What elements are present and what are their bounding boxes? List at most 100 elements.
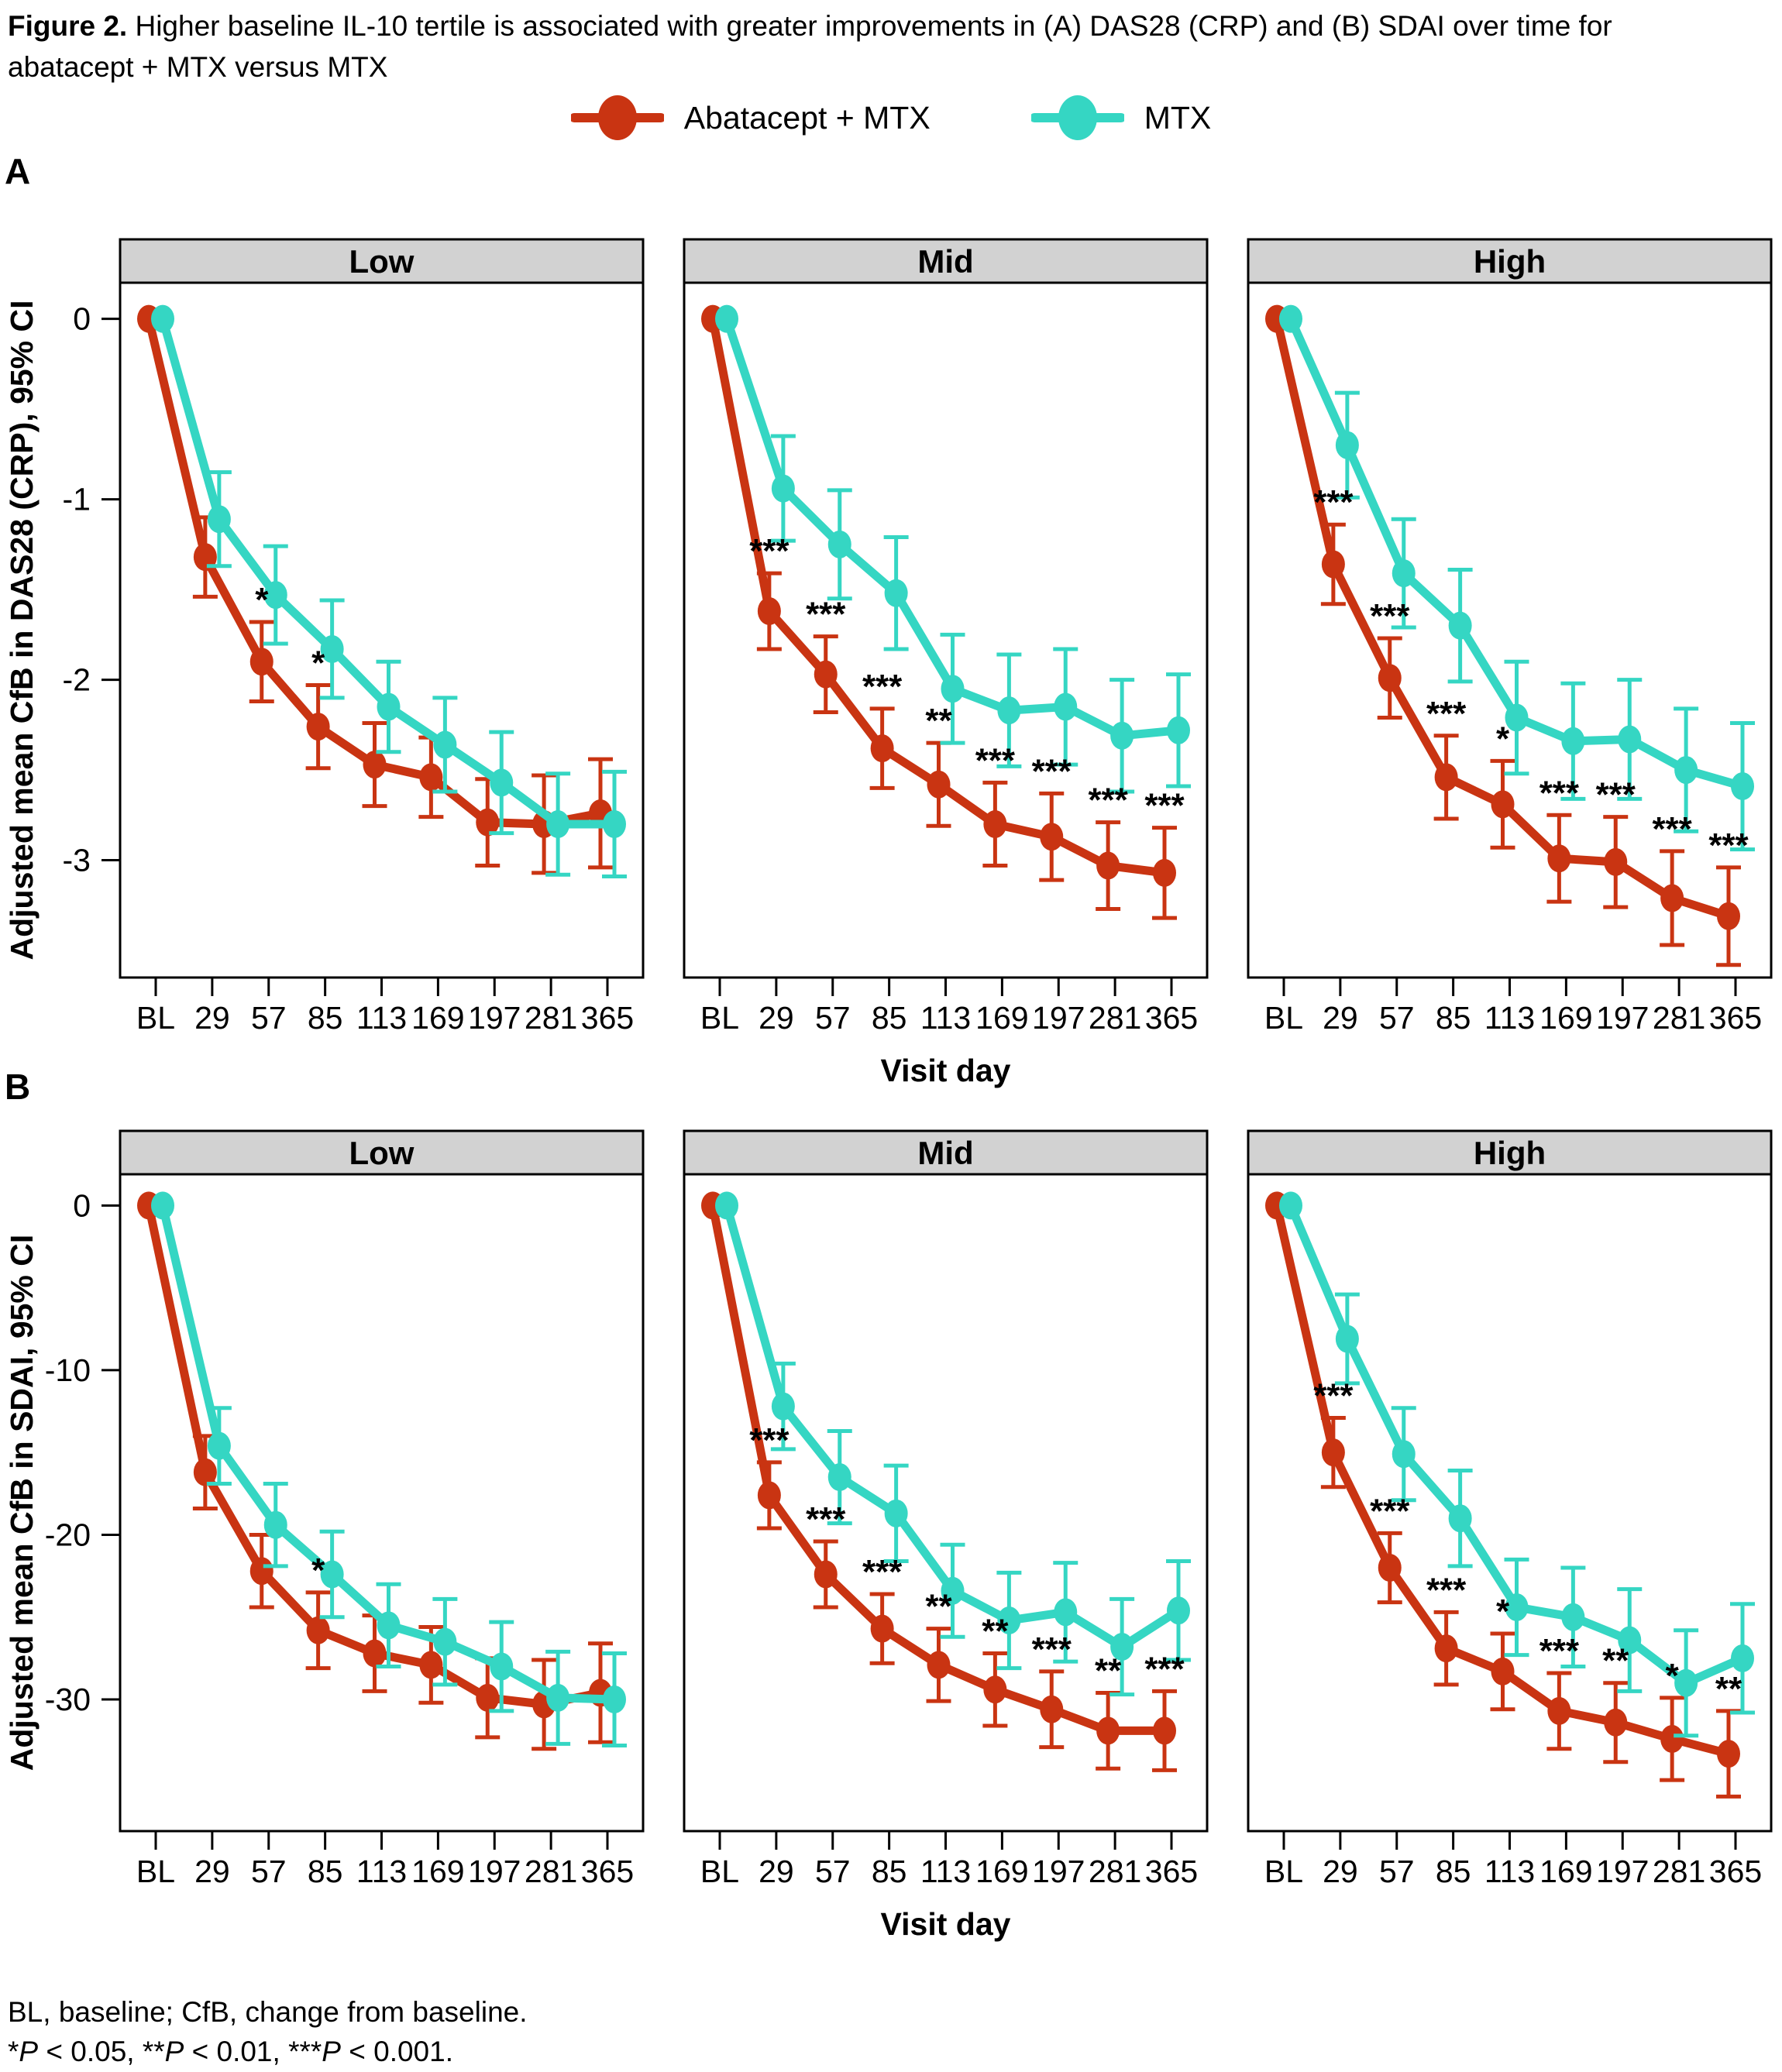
significance-marker: *** — [749, 1421, 790, 1459]
abatacept-mtx-series — [1265, 1191, 1741, 1799]
x-tick-label: 197 — [1596, 1854, 1649, 1889]
abatacept-mtx-point — [1040, 823, 1064, 851]
mtx-point — [433, 730, 457, 759]
mtx-series — [1279, 304, 1755, 852]
abatacept-mtx-point — [870, 1614, 894, 1643]
mtx-point — [1561, 1603, 1585, 1631]
x-tick-label: 197 — [1596, 1000, 1649, 1036]
abatacept-mtx-point — [757, 597, 781, 626]
significance-marker: *** — [1426, 1571, 1467, 1609]
significance-marker: * — [1496, 720, 1510, 758]
abatacept-mtx-point — [814, 660, 838, 689]
mtx-point — [546, 1683, 570, 1712]
x-tick-label: 29 — [759, 1000, 794, 1036]
legend-label-abatacept-mtx: Abatacept + MTX — [683, 99, 931, 136]
mtx-point — [1674, 1668, 1698, 1697]
x-tick-label: 85 — [872, 1854, 907, 1889]
significance-marker: *** — [1596, 776, 1636, 814]
x-tick-label: 281 — [525, 1000, 577, 1036]
mtx-point — [1505, 703, 1529, 732]
mtx-point — [377, 1611, 401, 1640]
mtx-point — [1618, 1626, 1642, 1655]
abatacept-mtx-series — [137, 304, 613, 875]
x-tick-label: BL — [136, 1000, 175, 1036]
mtx-point — [1054, 692, 1078, 721]
significance-marker: *** — [1032, 752, 1072, 790]
abatacept-mtx-point — [249, 1557, 273, 1586]
x-tick-label: BL — [136, 1854, 175, 1889]
mtx-series — [151, 1191, 627, 1747]
footnote: BL, baseline; CfB, change from baseline.… — [8, 1992, 528, 2071]
x-tick-label: 29 — [1323, 1000, 1358, 1036]
abatacept-mtx-point — [1604, 1708, 1628, 1737]
significance-marker: * — [1666, 1657, 1680, 1695]
abatacept-mtx-marker-icon — [570, 95, 664, 140]
x-tick-label: BL — [700, 1854, 739, 1889]
abatacept-mtx-point — [927, 1651, 951, 1679]
abatacept-mtx-series — [701, 1191, 1177, 1772]
x-tick-label: 57 — [1379, 1000, 1415, 1036]
facet-title: Low — [349, 243, 415, 280]
mtx-point — [941, 675, 965, 703]
legend-item-mtx: MTX — [1030, 93, 1212, 143]
abatacept-mtx-point — [1153, 1716, 1176, 1745]
figure-title: Figure 2. Higher baseline IL-10 tertile … — [8, 6, 1736, 88]
significance-marker: * — [255, 581, 269, 619]
x-axis-label: Visit day — [881, 1906, 1011, 1942]
significance-marker: ** — [1602, 1642, 1629, 1680]
mtx-point — [1335, 431, 1359, 459]
mtx-point — [490, 768, 514, 797]
abatacept-mtx-point — [419, 1651, 443, 1679]
x-tick-label: 281 — [1089, 1854, 1141, 1889]
significance-marker: *** — [1370, 597, 1410, 635]
mtx-point — [1561, 727, 1585, 755]
y-tick-label: -2 — [63, 662, 91, 698]
facet-low: Low 0 -10 -20 -30 BL 29 57 85 113 169 197 281 365 * — [45, 1129, 645, 1889]
y-axis-label: Adjusted mean CfB in SDAI, 95% CI — [4, 1235, 40, 1771]
abatacept-mtx-point — [476, 1683, 500, 1712]
abatacept-mtx-point — [1040, 1695, 1064, 1723]
figure-title-line1: Figure 2. Higher baseline IL-10 tertile … — [8, 6, 1736, 47]
x-tick-label: 113 — [920, 1854, 971, 1889]
significance-marker: * — [1496, 1593, 1510, 1630]
x-tick-label: 113 — [356, 1854, 407, 1889]
significance-marker: *** — [1313, 483, 1354, 521]
x-tick-label: 85 — [1436, 1854, 1471, 1889]
abatacept-mtx-point — [1434, 763, 1458, 792]
abatacept-mtx-point — [1321, 1438, 1345, 1467]
mtx-point — [151, 1191, 174, 1220]
x-tick-label: 169 — [411, 1000, 464, 1036]
x-tick-label: 365 — [1709, 1854, 1762, 1889]
facet-header — [119, 238, 645, 284]
x-tick-label: 85 — [308, 1854, 343, 1889]
x-tick-label: 113 — [1484, 1000, 1535, 1036]
facet-title: High — [1474, 1135, 1546, 1171]
mtx-point — [1279, 304, 1302, 333]
significance-marker: *** — [1539, 774, 1580, 812]
abatacept-mtx-point — [1096, 1716, 1120, 1745]
facet-header — [683, 238, 1209, 284]
footnote-pvalues: *P < 0.05, **P < 0.01, ***P < 0.001. — [8, 2036, 453, 2068]
abatacept-mtx-point — [1660, 884, 1684, 912]
x-tick-label: 365 — [1709, 1000, 1762, 1036]
legend-item-abatacept-mtx: Abatacept + MTX — [570, 93, 931, 143]
mtx-point — [1731, 1644, 1754, 1672]
mtx-point — [1505, 1593, 1529, 1621]
significance-marker: *** — [1144, 787, 1185, 825]
x-tick-label: 365 — [1145, 1854, 1198, 1889]
plot-border — [119, 1173, 645, 1833]
legend-label-mtx: MTX — [1144, 99, 1212, 136]
mtx-point — [715, 1191, 738, 1220]
significance-marker: *** — [1088, 782, 1128, 820]
abatacept-mtx-point — [193, 1458, 217, 1486]
significance-marker: *** — [1032, 1630, 1072, 1668]
mtx-point — [715, 304, 738, 333]
mtx-series — [1279, 1191, 1755, 1738]
facet-title: Low — [349, 1135, 415, 1171]
significance-marker: * — [311, 644, 325, 682]
mtx-point — [771, 474, 795, 503]
x-tick-label: 113 — [356, 1000, 407, 1036]
x-tick-label: 365 — [581, 1854, 634, 1889]
